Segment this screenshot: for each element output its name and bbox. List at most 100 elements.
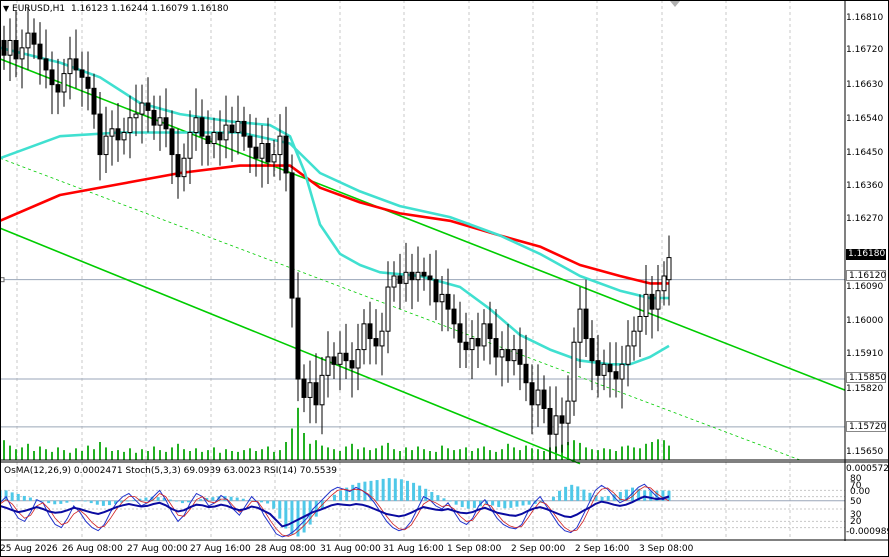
candle-body (79, 69, 85, 78)
last-price-tag: 1.16180 (846, 249, 886, 260)
candle-body (367, 323, 373, 340)
candle-body (385, 286, 391, 332)
stoch-level-20: 20 (850, 517, 862, 527)
indicator-title: OsMA(12,26,9) 0.0002471 Stoch(5,3,3) 69.… (4, 466, 337, 476)
candle-body (343, 352, 349, 362)
price-scale-label: 1.16450 (846, 148, 884, 158)
candle-body (607, 363, 613, 373)
price-scale-label: 1.15650 (846, 447, 884, 457)
moving-average-line (0, 164, 669, 285)
candle-body (439, 293, 445, 303)
candle-body (307, 382, 313, 398)
candle-body (457, 323, 463, 343)
candle-body (55, 84, 61, 93)
candle-body (637, 315, 643, 332)
candle-body (157, 117, 163, 126)
indicator-panel (0, 478, 845, 538)
candle-body (499, 349, 505, 358)
candle-body (487, 323, 493, 340)
candle-body (277, 135, 283, 156)
candle-body (469, 338, 475, 351)
candle-body (655, 290, 661, 310)
time-axis-label: 27 Aug 16:00 (190, 544, 251, 554)
candlestick-series (1, 7, 672, 460)
candle-body (559, 415, 565, 424)
candle-body (601, 363, 607, 376)
candle-body (613, 371, 619, 380)
moving-average-lines (0, 46, 670, 366)
candle-body (403, 271, 409, 284)
candle-body (67, 58, 73, 75)
price-scale-label: 1.16540 (846, 114, 884, 124)
candle-body (666, 257, 672, 281)
candle-body (187, 131, 193, 159)
candle-body (97, 113, 103, 156)
candle-body (373, 338, 379, 347)
candle-body (115, 128, 121, 141)
price-scale-label: 1.16000 (846, 316, 884, 326)
level-price-tag: 1.15720 (846, 421, 886, 432)
candle-body (631, 330, 637, 347)
candle-body (193, 117, 199, 133)
candle-body (253, 146, 259, 159)
candle-body (169, 128, 175, 156)
candle-body (619, 363, 625, 380)
moving-average-line (0, 131, 669, 300)
candle-body (511, 349, 517, 362)
collapse-arrow-icon[interactable]: ▼ (3, 4, 10, 13)
chart-grid (16, 0, 791, 540)
ohlc-values: 1.16123 1.16244 1.16079 1.16180 (71, 4, 229, 14)
volume-bars (3, 407, 670, 460)
moving-average-line (0, 46, 670, 366)
candle-body (19, 47, 25, 60)
time-axis-label: 31 Aug 00:00 (320, 544, 381, 554)
candle-body (109, 128, 115, 137)
price-scale-label: 1.16090 (846, 282, 884, 292)
candle-body (259, 143, 265, 159)
channel-line (0, 227, 581, 465)
rsi-line (0, 495, 670, 528)
candle-body (529, 382, 535, 406)
candle-body (463, 341, 469, 351)
candle-body (319, 374, 325, 406)
candle-body (295, 297, 301, 380)
horizontal-levels (0, 277, 845, 428)
candle-body (421, 271, 427, 277)
candle-body (415, 271, 421, 281)
time-axis-label: 2 Sep 16:00 (575, 544, 630, 554)
candle-body (121, 131, 127, 141)
stoch-level-70: 70 (850, 481, 862, 491)
candle-body (433, 279, 439, 303)
candle-body (649, 293, 655, 310)
candle-body (283, 135, 289, 174)
candle-body (43, 58, 49, 71)
chart-shift-marker-icon[interactable] (670, 1, 680, 7)
price-scale-label: 1.16810 (846, 13, 884, 23)
candle-body (217, 131, 223, 141)
candle-body (661, 275, 667, 292)
price-scale-label: 1.16720 (846, 45, 884, 55)
stoch-level-80: 80 (850, 474, 862, 484)
candle-body (337, 352, 343, 365)
level-anchor-icon (0, 277, 5, 283)
time-axis-label: 2 Sep 00:00 (511, 544, 566, 554)
candle-body (181, 157, 187, 178)
candle-body (553, 415, 559, 435)
candle-body (139, 102, 145, 115)
candle-body (151, 109, 157, 126)
candle-body (61, 73, 67, 93)
candle-body (331, 356, 337, 365)
candle-body (589, 338, 595, 362)
candle-body (325, 356, 331, 376)
candle-body (37, 43, 43, 60)
candle-body (523, 363, 529, 384)
time-axis-label: 31 Aug 16:00 (383, 544, 444, 554)
time-axis-label: 1 Sep 08:00 (447, 544, 502, 554)
candle-body (355, 349, 361, 369)
level-price-tag: 1.15850 (846, 372, 886, 383)
price-scale-label: 1.15820 (846, 384, 884, 394)
price-scale-label: 1.16270 (846, 214, 884, 224)
